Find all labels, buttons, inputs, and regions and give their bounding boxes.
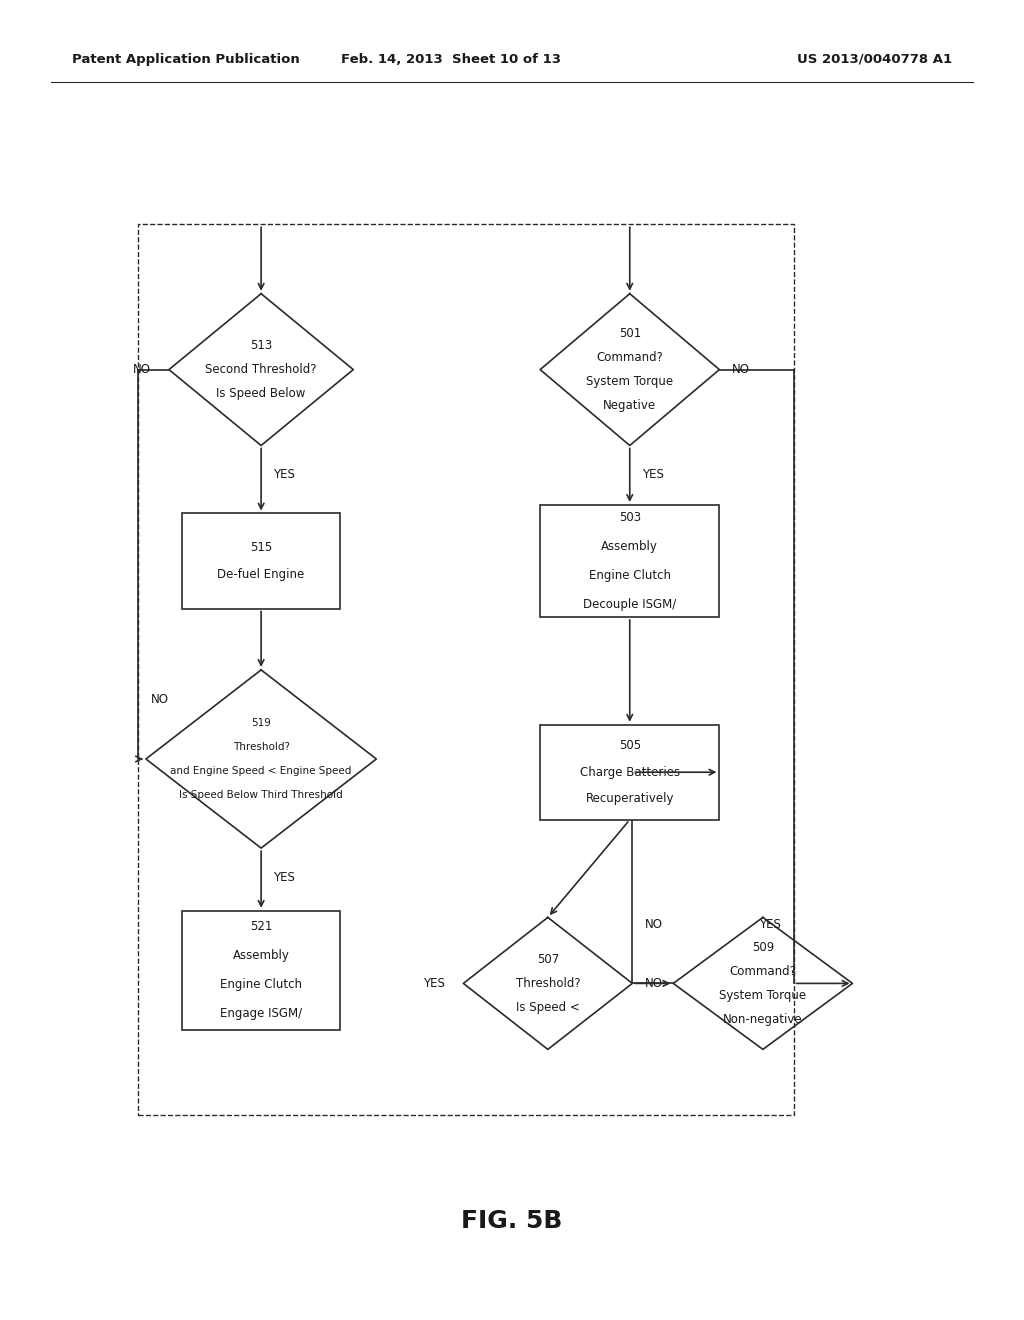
Text: and Engine Speed < Engine Speed: and Engine Speed < Engine Speed xyxy=(170,766,352,776)
Text: Threshold?: Threshold? xyxy=(232,742,290,752)
Text: Patent Application Publication: Patent Application Publication xyxy=(72,53,299,66)
Text: Negative: Negative xyxy=(603,399,656,412)
Text: 501: 501 xyxy=(618,327,641,341)
Text: 503: 503 xyxy=(618,511,641,524)
Text: US 2013/0040778 A1: US 2013/0040778 A1 xyxy=(798,53,952,66)
Text: System Torque: System Torque xyxy=(719,989,807,1002)
Text: Non-negative: Non-negative xyxy=(723,1012,803,1026)
Text: Engine Clutch: Engine Clutch xyxy=(220,978,302,991)
Text: Command?: Command? xyxy=(596,351,664,364)
Text: System Torque: System Torque xyxy=(586,375,674,388)
Text: De-fuel Engine: De-fuel Engine xyxy=(217,568,305,581)
Text: YES: YES xyxy=(273,871,295,883)
Text: YES: YES xyxy=(642,469,664,480)
Text: 509: 509 xyxy=(752,941,774,954)
Text: Feb. 14, 2013  Sheet 10 of 13: Feb. 14, 2013 Sheet 10 of 13 xyxy=(341,53,560,66)
Text: Charge Batteries: Charge Batteries xyxy=(580,766,680,779)
Text: YES: YES xyxy=(273,469,295,480)
Text: Is Speed Below: Is Speed Below xyxy=(216,387,306,400)
Text: Engage ISGM/: Engage ISGM/ xyxy=(220,1007,302,1020)
Text: 521: 521 xyxy=(250,920,272,933)
Text: Assembly: Assembly xyxy=(601,540,658,553)
Text: NO: NO xyxy=(645,917,664,931)
Text: Decouple ISGM/: Decouple ISGM/ xyxy=(583,598,677,611)
Bar xyxy=(182,513,340,609)
Text: Is Speed Below Third Threshold: Is Speed Below Third Threshold xyxy=(179,789,343,800)
Text: Recuperatively: Recuperatively xyxy=(586,792,674,805)
Text: NO: NO xyxy=(151,693,169,706)
Text: 515: 515 xyxy=(250,541,272,554)
Bar xyxy=(138,224,794,1115)
Bar xyxy=(541,725,719,820)
Bar xyxy=(541,506,719,618)
Text: YES: YES xyxy=(760,917,781,931)
Text: YES: YES xyxy=(423,977,444,990)
Text: Second Threshold?: Second Threshold? xyxy=(206,363,316,376)
Text: Threshold?: Threshold? xyxy=(515,977,581,990)
Text: Assembly: Assembly xyxy=(232,949,290,962)
Bar xyxy=(182,911,340,1030)
Text: NO: NO xyxy=(645,977,663,990)
Text: 505: 505 xyxy=(618,739,641,752)
Text: 513: 513 xyxy=(250,339,272,352)
Text: 507: 507 xyxy=(537,953,559,966)
Text: 519: 519 xyxy=(251,718,271,729)
Text: NO: NO xyxy=(132,363,151,376)
Text: Engine Clutch: Engine Clutch xyxy=(589,569,671,582)
Text: Is Speed <: Is Speed < xyxy=(516,1001,580,1014)
Text: NO: NO xyxy=(731,363,750,376)
Text: FIG. 5B: FIG. 5B xyxy=(462,1209,562,1233)
Text: Command?: Command? xyxy=(729,965,797,978)
